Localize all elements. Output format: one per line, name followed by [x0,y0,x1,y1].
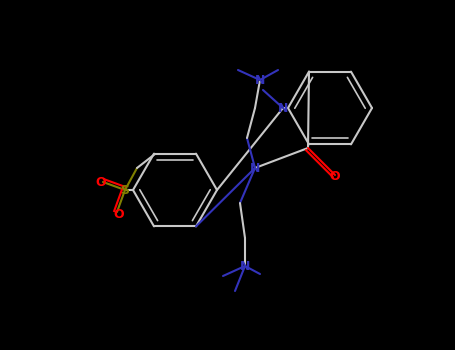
Text: O: O [330,170,340,183]
Text: N: N [250,161,260,175]
Text: S: S [121,183,130,196]
Text: N: N [240,259,250,273]
Text: O: O [96,175,106,189]
Text: N: N [255,74,265,86]
Text: O: O [114,208,124,220]
Text: N: N [278,102,288,114]
